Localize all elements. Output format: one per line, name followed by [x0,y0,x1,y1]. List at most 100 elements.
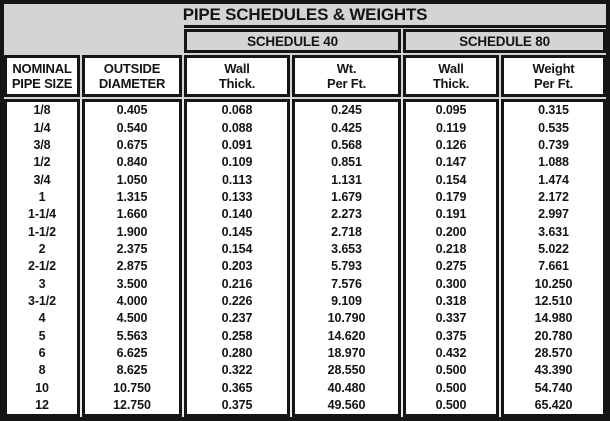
cell-s40_wt: 0.425 [331,120,362,135]
cell-od: 3.500 [116,276,148,291]
cell-s80_wt: 2.997 [538,207,569,222]
header-line: Wall [438,60,464,76]
cell-s80_wt: 2.172 [538,190,569,205]
cell-s80_wall: 0.337 [435,311,467,326]
cell-s80_wall: 0.218 [435,242,467,257]
data-column-nominal-pipe-size: 1/8 1/4 3/8 1/2 3/4 1 1-1/4 1-1/2 2 2-1/2 3 3-1/2 4 5… [4,99,80,417]
cell-size: 12 [35,398,49,413]
header-line: NOMINAL [12,60,72,76]
cell-od: 12.750 [113,398,151,413]
cell-s80_wall: 0.191 [435,207,467,222]
cell-od: 0.540 [116,120,148,135]
cell-s80_wt: 5.022 [538,242,569,257]
cell-s80_wt: 3.631 [538,224,569,239]
cell-s80_wt: 43.390 [534,363,573,378]
cell-s80_wt: 7.661 [538,259,569,274]
header-sch80-wall-thick: Wall Thick. [403,55,499,97]
header-line: Weight [532,60,575,76]
cell-s40_wt: 40.480 [327,380,366,395]
header-line: Per Ft. [326,76,367,91]
cell-s80_wt: 0.535 [538,120,569,135]
cell-s80_wt: 65.420 [534,398,573,413]
header-outside-diameter: OUTSIDE DIAMETER [82,55,182,97]
cell-size: 2-1/2 [28,259,56,274]
data-column-sch80-weight-per-ft: 0.315 0.535 0.739 1.088 1.474 2.172 2.997 3.631… [501,99,606,417]
cell-s80_wt: 1.474 [538,172,569,187]
cell-s80_wt: 54.740 [534,380,573,395]
header-sch80-weight-per-ft: Weight Per Ft. [501,55,606,97]
cell-s40_wt: 7.576 [331,276,362,291]
cell-s40_wt: 2.718 [331,224,362,239]
cell-s80_wall: 0.500 [435,398,467,413]
cell-size: 1/8 [33,103,51,118]
cell-s40_wt: 9.109 [331,294,362,309]
cell-od: 8.625 [116,363,148,378]
cell-s40_wt: 1.679 [331,190,362,205]
cell-s80_wt: 10.250 [534,276,573,291]
cell-size: 6 [38,346,46,361]
cell-s40_wt: 14.620 [327,328,366,343]
header-line: DIAMETER [98,76,166,91]
header-line: PIPE SIZE [11,76,73,91]
cell-s80_wall: 0.095 [435,103,467,118]
table-title: PIPE SCHEDULES & WEIGHTS [182,5,428,24]
cell-s40_wall: 0.113 [221,172,253,187]
cell-od: 2.375 [116,242,148,257]
cell-od: 4.500 [116,311,148,326]
cell-od: 4.000 [116,294,148,309]
cell-s40_wall: 0.088 [221,120,253,135]
cell-s80_wt: 0.315 [538,103,569,118]
cell-s40_wall: 0.154 [221,242,253,257]
cell-s40_wall: 0.216 [221,276,253,291]
cell-size: 3 [38,276,46,291]
data-body: 1/8 1/4 3/8 1/2 3/4 1 1-1/4 1-1/2 2 2-1/2 3 3-1/2 4 5… [4,99,606,417]
cell-size: 2 [38,242,46,257]
header-line: Wt. [336,60,357,76]
cell-s40_wall: 0.322 [221,363,253,378]
cell-size: 3-1/2 [28,294,56,309]
cell-size: 1/2 [33,155,51,170]
cell-s80_wt: 1.088 [538,155,569,170]
cell-s40_wall: 0.258 [221,328,253,343]
cell-s80_wall: 0.275 [435,259,467,274]
cell-s40_wt: 2.273 [331,207,362,222]
cell-s40_wt: 28.550 [327,363,366,378]
cell-s80_wt: 28.570 [534,346,573,361]
cell-od: 1.050 [116,172,148,187]
column-header-row: NOMINAL PIPE SIZE OUTSIDE DIAMETER Wall … [4,55,606,97]
cell-s80_wall: 0.500 [435,380,467,395]
cell-s40_wt: 10.790 [327,311,366,326]
cell-s40_wt: 0.568 [331,138,362,153]
cell-size: 8 [38,363,46,378]
cell-s80_wall: 0.119 [435,120,467,135]
cell-s40_wall: 0.133 [221,190,253,205]
cell-s80_wall: 0.375 [435,328,467,343]
cell-s40_wall: 0.226 [221,294,253,309]
title-underline [184,25,606,28]
schedule-40-header: SCHEDULE 40 [184,29,401,53]
cell-s80_wt: 14.980 [534,311,573,326]
header-sch40-wt-per-ft: Wt. Per Ft. [292,55,401,97]
data-column-sch80-wall-thick: 0.095 0.119 0.126 0.147 0.154 0.179 0.191 0.200… [403,99,499,417]
cell-size: 1-1/2 [28,224,56,239]
cell-s40_wt: 1.131 [331,172,362,187]
cell-s40_wall: 0.365 [221,380,253,395]
cell-s40_wall: 0.068 [221,103,253,118]
cell-size: 10 [35,380,49,395]
cell-s80_wall: 0.500 [435,363,467,378]
header-line: Per Ft. [533,76,574,91]
cell-s80_wall: 0.300 [435,276,467,291]
header-line: OUTSIDE [103,60,161,76]
cell-s40_wt: 0.851 [331,155,362,170]
cell-s40_wall: 0.091 [221,138,253,153]
cell-s40_wt: 5.793 [331,259,362,274]
cell-s40_wt: 49.560 [327,398,366,413]
cell-s40_wt: 0.245 [331,103,362,118]
header-nominal-pipe-size: NOMINAL PIPE SIZE [4,55,80,97]
cell-s80_wall: 0.318 [435,294,467,309]
cell-s40_wt: 18.970 [327,346,366,361]
cell-s40_wall: 0.375 [221,398,253,413]
cell-size: 3/4 [33,172,51,187]
cell-s80_wall: 0.432 [435,346,467,361]
cell-s40_wt: 3.653 [331,242,362,257]
